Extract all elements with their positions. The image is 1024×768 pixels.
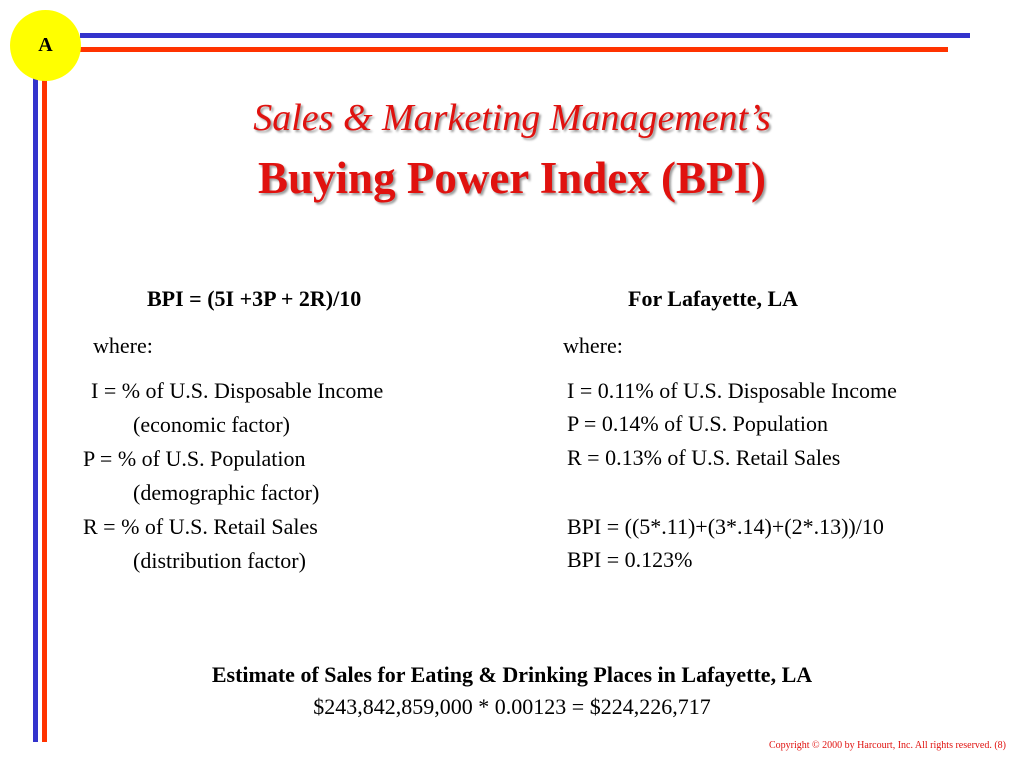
copyright-notice: Copyright © 2000 by Harcourt, Inc. All r…: [769, 740, 1006, 751]
left-blue-rule: [33, 62, 38, 742]
estimate-heading: Estimate of Sales for Eating & Drinking …: [211, 662, 813, 687]
top-blue-rule: [80, 33, 970, 38]
left-r-definition: R = % of U.S. Retail Sales: [83, 514, 318, 539]
right-r-value: R = 0.13% of U.S. Retail Sales: [567, 445, 841, 470]
left-p-note: (demographic factor): [133, 480, 320, 505]
left-i-note: (economic factor): [133, 412, 290, 437]
left-i-definition: I = % of U.S. Disposable Income: [91, 378, 384, 403]
right-heading: For Lafayette, LA: [628, 286, 799, 311]
bpi-formula: BPI = (5I +3P + 2R)/10: [147, 286, 362, 311]
right-p-value: P = 0.14% of U.S. Population: [567, 411, 828, 436]
left-red-rule: [42, 62, 47, 742]
top-red-rule: [80, 47, 948, 52]
right-bpi-calculation: BPI = ((5*.11)+(3*.14)+(2*.13))/10: [567, 514, 884, 539]
right-i-value: I = 0.11% of U.S. Disposable Income: [567, 378, 897, 403]
right-bpi-result: BPI = 0.123%: [567, 547, 693, 572]
title-line-2: Buying Power Index (BPI): [258, 153, 766, 203]
left-p-definition: P = % of U.S. Population: [83, 446, 306, 471]
estimate-equation: $243,842,859,000 * 0.00123 = $224,226,71…: [313, 694, 711, 719]
section-badge: A: [10, 10, 81, 81]
left-where-label: where:: [93, 333, 153, 358]
right-where-label: where:: [563, 333, 623, 358]
left-r-note: (distribution factor): [133, 548, 306, 573]
title-line-1: Sales & Marketing Management’s: [253, 97, 771, 139]
